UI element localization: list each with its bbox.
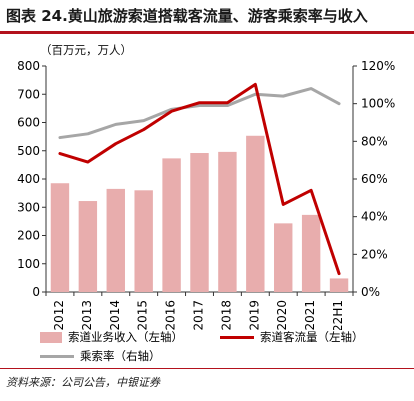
passenger-line <box>58 82 341 276</box>
source-note: 资料来源：公司公告，中银证券 <box>6 376 160 389</box>
combo-chart: 0 100 200 300 400 500 600 700 800 0% 20% 40% 60% 80% 1… <box>17 59 395 330</box>
revenue-bar <box>134 190 153 292</box>
revenue-bar <box>301 214 321 292</box>
x-tick-label: 2021 <box>303 300 317 330</box>
revenue-bar <box>190 153 209 292</box>
left-tick-label: 100 <box>17 257 40 271</box>
revenue-bar <box>218 151 237 292</box>
right-tick-label: 120% <box>361 59 395 73</box>
title-bar: 图表 24.黄山旅游索道搭载客流量、游客乘索率与收入 <box>0 0 414 30</box>
revenue-bar <box>246 135 265 292</box>
legend-item-revenue: 索道业务收入（左轴） <box>40 329 183 345</box>
left-tick-label: 500 <box>17 144 40 158</box>
left-tick-label: 800 <box>17 59 40 73</box>
left-tick-label: 300 <box>17 200 40 214</box>
x-tick-label: 2019 <box>247 300 261 330</box>
legend-swatch-red-line <box>220 335 254 339</box>
legend-label-passengers: 索道客流量（左轴） <box>260 330 364 344</box>
right-tick-label: 100% <box>361 97 395 111</box>
x-tick-label: 2020 <box>275 300 289 330</box>
legend-swatch-gray-line <box>40 354 74 358</box>
x-tick-label: 2017 <box>192 300 206 330</box>
legend-label-revenue: 索道业务收入（左轴） <box>68 330 183 344</box>
ride-rate-line <box>58 87 341 140</box>
x-tick-label: 2014 <box>108 300 122 330</box>
revenue-bar <box>274 223 293 292</box>
revenue-bar <box>106 188 125 292</box>
revenue-bar <box>50 183 70 292</box>
right-tick-label: 60% <box>361 172 388 186</box>
chart-title: 图表 24.黄山旅游索道搭载客流量、游客乘索率与收入 <box>6 7 368 25</box>
left-tick-label: 700 <box>17 87 40 101</box>
right-tick-label: 0% <box>361 285 380 299</box>
legend-label-ride-rate: 乘索率（右轴） <box>80 349 161 363</box>
revenue-bar <box>162 158 181 292</box>
legend-swatch-bar <box>40 331 62 343</box>
revenue-bar <box>329 278 349 292</box>
legend-item-passengers: 索道客流量（左轴） <box>220 329 364 345</box>
footer-rule <box>0 368 414 369</box>
right-tick-label: 40% <box>361 210 388 224</box>
legend: 索道业务收入（左轴） 索道客流量（左轴） 乘索率（右轴） <box>40 329 410 365</box>
x-tick-label: 22H1 <box>331 300 345 330</box>
x-tick-label: 2012 <box>52 300 66 330</box>
x-tick-label: 2016 <box>164 300 178 330</box>
revenue-bar <box>78 201 98 292</box>
unit-label: （百万元，万人） <box>40 43 132 57</box>
right-tick-label: 80% <box>361 134 388 148</box>
x-tick-label: 2018 <box>219 300 233 330</box>
x-tick-label: 2013 <box>80 300 94 330</box>
left-tick-label: 400 <box>17 172 40 186</box>
left-tick-label: 200 <box>17 229 40 243</box>
right-tick-label: 20% <box>361 247 388 261</box>
title-rule <box>0 31 414 34</box>
left-tick-label: 0 <box>32 285 40 299</box>
x-tick-label: 2015 <box>136 300 150 330</box>
legend-item-ride-rate: 乘索率（右轴） <box>40 348 161 364</box>
left-tick-label: 600 <box>17 116 40 130</box>
